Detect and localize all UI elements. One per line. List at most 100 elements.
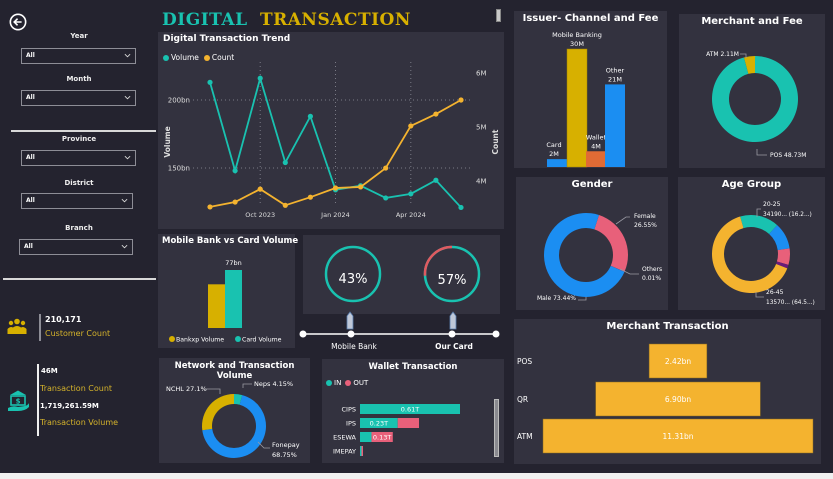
slider-node-mobile-bank (347, 330, 355, 338)
y2-tick-label: 6M (476, 70, 487, 78)
year-dropdown[interactable]: All (21, 48, 136, 64)
slice-label-others: Others (642, 266, 662, 273)
bar-value-label: 30M (570, 40, 584, 48)
data-point-volume (207, 79, 213, 85)
bar-value-label: 0.23T (370, 420, 388, 428)
legend-label-in: IN (334, 379, 342, 387)
sidebar-divider (3, 278, 156, 280)
pointer-mobile-bank (346, 311, 354, 330)
network-slice-neps (234, 394, 243, 405)
merchant-fee-panel: Merchant and Fee ATM 2.11M POS 48.73M (679, 14, 825, 168)
bar-category-label: Mobile Banking (552, 31, 602, 39)
gender-donut: Female 26.55% Others 0.01% Male 73.44% (537, 213, 662, 302)
bar-in-cips (360, 404, 460, 414)
gender-slice-male (544, 213, 625, 297)
funnel-bar-atm (542, 418, 814, 454)
kpi-divider (39, 314, 41, 341)
title-part-digital: DIGITAL (162, 10, 248, 30)
bar-wallet (586, 151, 606, 167)
merchant-fee-donut: ATM 2.11M POS 48.73M (706, 51, 806, 159)
wallet-scrollbar[interactable] (494, 399, 499, 457)
slice-label-fonepay: Fonepay (272, 441, 300, 449)
data-point-count (282, 202, 288, 208)
branch-value: All (24, 243, 33, 250)
slider-node-our-card (448, 330, 456, 338)
province-dropdown[interactable]: All (21, 150, 136, 166)
issuer-chart-title: Issuer- Channel and Fee (522, 13, 659, 24)
gender-slice-others (610, 265, 625, 272)
x-tick-label: Apr 2024 (396, 211, 426, 219)
data-point-count (458, 97, 464, 103)
bar-in-ips (360, 418, 398, 428)
data-point-volume (257, 75, 263, 81)
bar-card-volume (225, 270, 242, 328)
transaction-count-label: Transaction Count (40, 384, 113, 393)
wallet-title: Wallet Transaction (368, 362, 458, 372)
leader-line-pos (756, 149, 767, 156)
bar-out-ips (397, 418, 420, 428)
chevron-down-icon (121, 244, 128, 249)
kpi-divider (37, 364, 39, 436)
bar-value-label: 4M (591, 142, 601, 150)
transaction-volume-label: Transaction Volume (40, 418, 119, 427)
network-panel: Network and Transaction Volume Neps 4.15… (159, 358, 310, 463)
funnel-value-label: 2.42bn (665, 357, 691, 366)
data-point-count (408, 123, 414, 129)
leader-line-atm (740, 53, 747, 58)
trend-chart: 200bn 150bn 6M 5M 4M Oct 2023 Jan 2024 Apr 2024… (163, 62, 500, 219)
network-title: Network and Transaction Volume (174, 361, 295, 381)
pointer-our-card (449, 311, 457, 330)
people-icon (7, 318, 27, 334)
y2-tick-label: 5M (476, 124, 487, 132)
bar-out-esewa (371, 432, 393, 442)
data-point-volume (282, 159, 288, 166)
y2-axis-title: Count (491, 129, 500, 154)
caption-mobile-bank: Mobile Bank (331, 342, 377, 351)
bar-value-label: 77bn (225, 259, 242, 267)
data-point-count (257, 186, 263, 192)
page-scrollbar[interactable] (496, 9, 501, 22)
legend-dot-out (345, 380, 352, 386)
legend-dot-bankxp (169, 336, 175, 342)
district-dropdown[interactable]: All (21, 193, 133, 209)
page-title: DIGITAL TRANSACTION (162, 10, 411, 30)
data-point-count (433, 111, 439, 117)
age-slice-other-pink (776, 248, 790, 265)
bar-bankxp-volume (208, 284, 225, 328)
bar-card (547, 159, 567, 167)
data-point-count (383, 165, 389, 171)
merchant-transaction-panel: Merchant Transaction 2.42bn POS 6.90bn QR 11… (514, 319, 821, 464)
bar-in-imepay (360, 446, 362, 456)
slice-label-others-pct: 0.01% (642, 275, 661, 282)
bar-value-label: 21M (608, 75, 622, 83)
title-part-transaction: TRANSACTION (259, 10, 411, 30)
month-dropdown[interactable]: All (21, 90, 136, 106)
category-label: ESEWA (333, 434, 356, 442)
network-slice-nchl (202, 394, 234, 431)
legend-label-count: Count (211, 53, 235, 62)
data-point-count (232, 199, 238, 205)
data-point-count (307, 194, 313, 200)
chevron-down-icon (124, 95, 131, 100)
slice-label-female-pct: 26.55% (634, 222, 657, 229)
customer-count-label: Customer Count (45, 329, 111, 338)
back-arrow-icon[interactable] (9, 13, 27, 31)
gauge-ring-mobile-bank (324, 245, 382, 303)
month-value: All (26, 94, 35, 101)
slice-label-pos: POS 48.73M (770, 152, 806, 159)
age-slice-other-blue (769, 225, 790, 251)
funnel-category-label: ATM (517, 432, 533, 441)
y-tick-label: 200bn (168, 97, 190, 105)
category-label: IPS (346, 420, 356, 428)
slider-node-end (492, 330, 500, 338)
wallet-chart: CIPS IPS ESEWA IMEPAY 0.61T 0.23T 0.13T (333, 404, 460, 456)
bar-category-label: Other (606, 66, 625, 74)
chevron-down-icon (124, 53, 131, 58)
x-tick-label: Jan 2024 (320, 211, 350, 219)
trend-chart-title: Digital Transaction Trend (163, 34, 291, 44)
branch-dropdown[interactable]: All (19, 239, 133, 255)
legend-dot-count (203, 54, 210, 61)
gauges: 43% 57% Mobile Bank Our Card (299, 245, 500, 351)
funnel-bar-pos (648, 343, 708, 379)
customer-count-value: 210,171 (45, 315, 82, 324)
